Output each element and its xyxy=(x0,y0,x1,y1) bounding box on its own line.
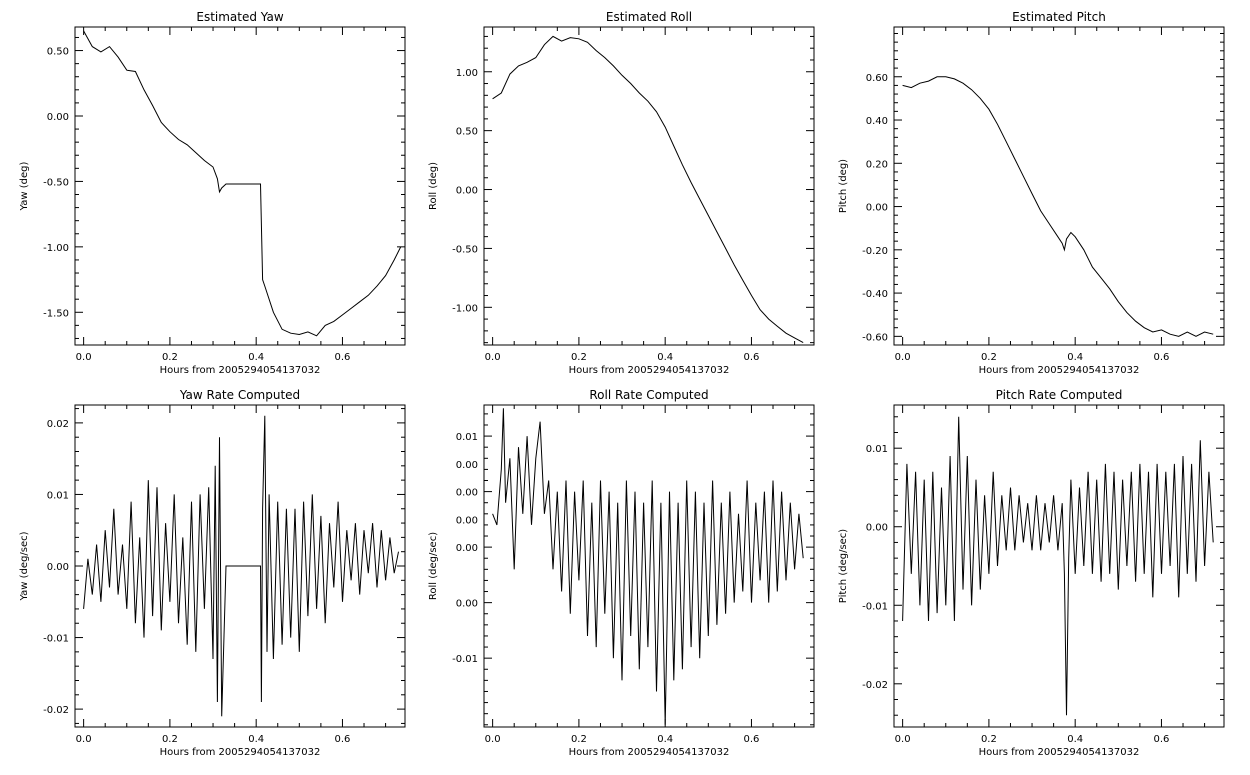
y-tick-label: 0.02 xyxy=(47,419,69,430)
series-line xyxy=(83,415,399,717)
chart-title: Estimated Pitch xyxy=(1012,10,1106,24)
y-tick-label: 0.50 xyxy=(456,127,478,138)
x-tick-label: 0.0 xyxy=(76,352,92,363)
y-tick-label: 0.00 xyxy=(456,488,478,499)
x-axis-label: Hours from 2005294054137032 xyxy=(979,365,1140,376)
x-tick-label: 0.4 xyxy=(248,734,264,745)
y-tick-label: -0.40 xyxy=(862,289,888,300)
y-tick-label: -0.01 xyxy=(452,654,478,665)
y-tick-label: 0.20 xyxy=(866,159,888,170)
y-tick-label: 0.00 xyxy=(47,112,69,123)
y-axis-label: Yaw (deg/sec) xyxy=(19,531,30,601)
y-axis-label: Pitch (deg/sec) xyxy=(838,529,849,604)
x-tick-label: 0.2 xyxy=(162,352,178,363)
x-tick-label: 0.0 xyxy=(485,734,501,745)
x-tick-label: 0.2 xyxy=(981,352,997,363)
series-line xyxy=(492,408,804,725)
y-tick-label: 0.00 xyxy=(456,460,478,471)
x-tick-label: 0.6 xyxy=(334,734,350,745)
x-tick-label: 0.0 xyxy=(895,352,911,363)
y-tick-label: 0.01 xyxy=(47,490,69,501)
y-tick-label: -1.00 xyxy=(452,303,478,314)
y-tick-label: 0.00 xyxy=(456,543,478,554)
y-tick-label: 0.00 xyxy=(866,523,888,534)
plot-frame xyxy=(893,26,1225,346)
x-tick-label: 0.2 xyxy=(571,352,587,363)
x-tick-label: 0.6 xyxy=(743,734,759,745)
y-tick-label: 0.40 xyxy=(866,116,888,127)
y-tick-label: 0.00 xyxy=(456,186,478,197)
y-tick-label: 0.01 xyxy=(456,432,478,443)
y-tick-label: 0.60 xyxy=(866,73,888,84)
y-tick-label: 1.00 xyxy=(456,68,478,79)
y-tick-label: 0.00 xyxy=(456,599,478,610)
chart-title: Yaw Rate Computed xyxy=(179,388,300,402)
y-axis-label: Roll (deg/sec) xyxy=(428,532,439,600)
plot-frame xyxy=(483,26,815,346)
y-tick-label: -1.00 xyxy=(43,243,69,254)
y-axis-label: Pitch (deg) xyxy=(838,159,849,213)
y-tick-label: -0.01 xyxy=(862,601,888,612)
x-tick-label: 0.2 xyxy=(981,734,997,745)
x-tick-label: 0.2 xyxy=(162,734,178,745)
y-tick-label: -0.02 xyxy=(862,680,888,691)
y-tick-label: -0.20 xyxy=(862,246,888,257)
x-tick-label: 0.0 xyxy=(76,734,92,745)
x-axis-label: Hours from 2005294054137032 xyxy=(569,365,730,376)
x-tick-label: 0.6 xyxy=(1153,734,1169,745)
x-axis-label: Hours from 2005294054137032 xyxy=(160,365,321,376)
y-axis-label: Roll (deg) xyxy=(428,162,439,210)
y-tick-label: -0.60 xyxy=(862,332,888,343)
x-tick-label: 0.4 xyxy=(248,352,264,363)
y-tick-label: 0.01 xyxy=(866,444,888,455)
x-tick-label: 0.2 xyxy=(571,734,587,745)
x-axis-label: Hours from 2005294054137032 xyxy=(569,747,730,758)
yaw-rate-panel: Yaw Rate Computed 0.0 0.2 0.4 0.6 -0.02 -0.01 0… xyxy=(19,388,406,758)
y-tick-label: 0.50 xyxy=(47,47,69,58)
series-line xyxy=(902,76,1214,337)
pitch-panel: Estimated Pitch 0.0 0.2 0.4 0.6 -0.60 -0.40 -0.… xyxy=(838,10,1225,376)
x-axis-label: Hours from 2005294054137032 xyxy=(979,747,1140,758)
yaw-panel: Estimated Yaw 0.0 0.2 0.4 0.6 -1.50 -1.00 -0.50… xyxy=(19,10,406,376)
x-tick-label: 0.0 xyxy=(895,734,911,745)
x-tick-label: 0.0 xyxy=(485,352,501,363)
chart-title: Roll Rate Computed xyxy=(589,388,708,402)
series-line xyxy=(492,35,804,344)
roll-rate-panel: Roll Rate Computed 0.0 0.2 0.4 0.6 -0.01 0.00 0… xyxy=(428,388,815,758)
roll-panel: Estimated Roll 0.0 0.2 0.4 0.6 -1.00 -0.50 0.00… xyxy=(428,10,815,376)
y-tick-label: 0.00 xyxy=(866,203,888,214)
plot-frame xyxy=(893,404,1225,728)
y-tick-label: -0.50 xyxy=(452,244,478,255)
x-axis-label: Hours from 2005294054137032 xyxy=(160,747,321,758)
x-tick-label: 0.6 xyxy=(334,352,350,363)
x-tick-label: 0.4 xyxy=(657,352,673,363)
y-tick-label: 0.00 xyxy=(47,562,69,573)
chart-title: Estimated Yaw xyxy=(196,10,283,24)
x-tick-label: 0.4 xyxy=(657,734,673,745)
y-tick-label: -0.50 xyxy=(43,177,69,188)
plot-frame xyxy=(74,26,406,346)
y-tick-label: 0.00 xyxy=(456,515,478,526)
y-tick-label: -0.01 xyxy=(43,634,69,645)
series-line xyxy=(83,30,402,337)
x-tick-label: 0.4 xyxy=(1067,734,1083,745)
plot-frame xyxy=(483,404,815,728)
x-tick-label: 0.6 xyxy=(1153,352,1169,363)
y-tick-label: -0.02 xyxy=(43,705,69,716)
x-tick-label: 0.4 xyxy=(1067,352,1083,363)
series-line xyxy=(902,416,1214,716)
chart-title: Estimated Roll xyxy=(606,10,692,24)
x-tick-label: 0.6 xyxy=(743,352,759,363)
y-tick-label: -1.50 xyxy=(43,308,69,319)
chart-title: Pitch Rate Computed xyxy=(996,388,1123,402)
pitch-rate-panel: Pitch Rate Computed 0.0 0.2 0.4 0.6 -0.02 -0.0… xyxy=(838,388,1225,758)
y-axis-label: Yaw (deg) xyxy=(19,161,30,211)
